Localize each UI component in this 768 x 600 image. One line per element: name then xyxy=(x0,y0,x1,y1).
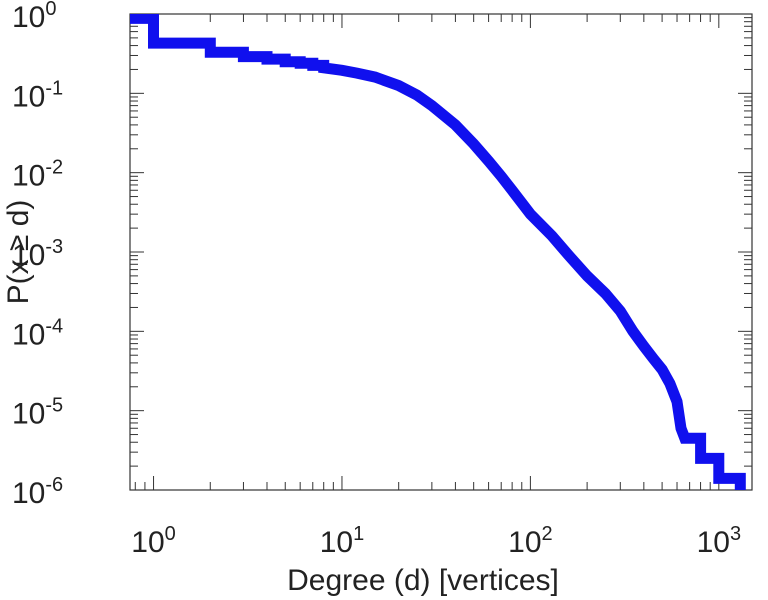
y-axis-title: P(x ≥ d) xyxy=(2,200,35,305)
x-tick-label: 103 xyxy=(697,523,742,559)
y-tick-label: 10-3 xyxy=(12,236,63,272)
x-tick-label: 101 xyxy=(320,523,365,559)
series-line xyxy=(130,14,746,490)
y-tick-label: 10-2 xyxy=(12,157,63,193)
series-layer xyxy=(130,14,746,490)
x-axis-title: Degree (d) [vertices] xyxy=(287,564,559,597)
x-tick-label: 100 xyxy=(131,523,176,559)
y-tick-label: 100 xyxy=(12,0,57,34)
axis-ticks xyxy=(130,13,752,491)
plot-frame xyxy=(129,13,753,491)
y-tick-label: 10-5 xyxy=(12,395,63,431)
x-tick-label: 102 xyxy=(508,523,553,559)
y-tick-label: 10-6 xyxy=(12,474,63,510)
y-tick-label: 10-1 xyxy=(12,77,63,113)
y-tick-label: 10-4 xyxy=(12,315,63,351)
tick-labels: 100 101 102 103 100 10-1 10-2 10-3 10-4 10-5 10-6 xyxy=(12,0,741,559)
